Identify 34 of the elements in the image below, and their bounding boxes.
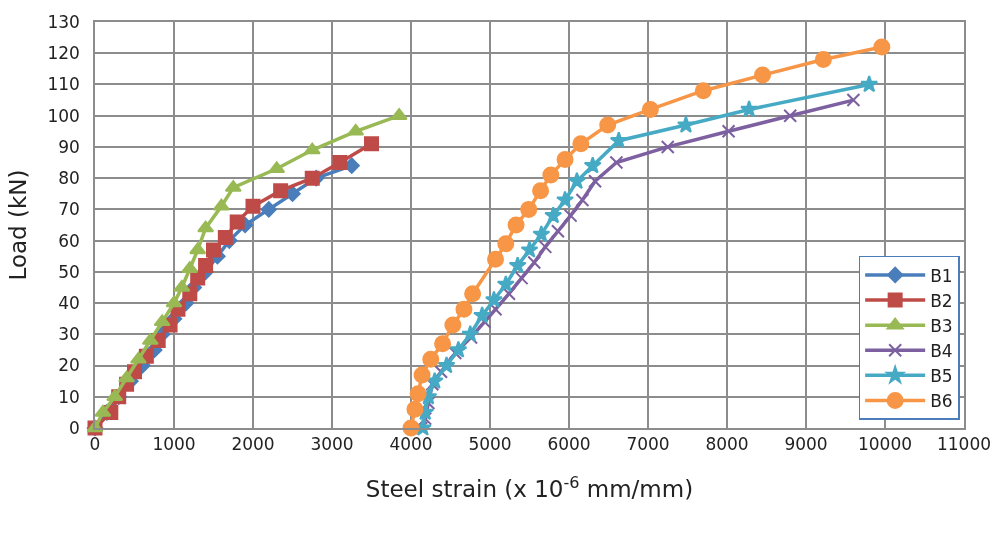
legend-label: B2	[930, 290, 953, 311]
legend-label: B5	[930, 365, 953, 386]
x-tick-label: 5000	[468, 434, 512, 455]
y-tick-label: 110	[47, 74, 80, 95]
y-tick-label: 20	[58, 355, 80, 376]
legend-label: B6	[930, 391, 953, 412]
x-tick-label: 1000	[152, 434, 196, 455]
y-tick-label: 60	[58, 230, 80, 251]
y-axis-title: Load (kN)	[5, 169, 32, 281]
y-tick-label: 130	[47, 11, 80, 32]
y-tick-label: 120	[47, 43, 80, 64]
x-tick-label: 10000	[857, 434, 913, 455]
y-tick-label: 50	[58, 261, 80, 282]
x-tick-label: 3000	[310, 434, 354, 455]
x-tick-label: 9000	[784, 434, 828, 455]
x-tick-label: 0	[89, 434, 101, 455]
y-tick-label: 40	[58, 293, 80, 314]
x-axis-title: Steel strain (x 10$^{-6}$ mm/mm)	[365, 472, 694, 503]
legend-label: B1	[930, 265, 953, 286]
x-tick-label: 2000	[231, 434, 275, 455]
y-tick-label: 90	[58, 136, 80, 157]
y-tick-label: 80	[58, 168, 80, 189]
y-tick-label: 30	[58, 324, 80, 345]
x-tick-label: 8000	[705, 434, 749, 455]
x-tick-label: 11000	[936, 434, 992, 455]
legend-label: B3	[930, 315, 953, 336]
y-tick-label: 70	[58, 199, 80, 220]
y-tick-label: 100	[47, 105, 80, 126]
x-tick-label: 6000	[547, 434, 591, 455]
y-tick-label: 10	[58, 386, 80, 407]
y-tick-label: 0	[69, 417, 80, 438]
x-tick-label: 4000	[389, 434, 433, 455]
legend-label: B4	[930, 340, 953, 361]
x-tick-label: 7000	[626, 434, 670, 455]
